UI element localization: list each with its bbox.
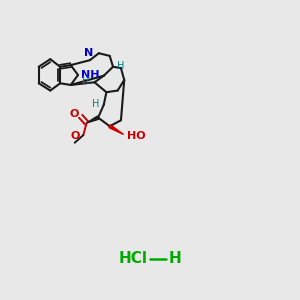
Text: N: N: [84, 48, 94, 58]
Text: H: H: [92, 99, 100, 109]
Polygon shape: [109, 125, 124, 134]
Text: O: O: [71, 131, 80, 141]
Text: H: H: [117, 61, 124, 71]
Text: NH: NH: [81, 70, 100, 80]
Text: H: H: [82, 76, 90, 86]
Text: HCl: HCl: [119, 251, 148, 266]
Text: H: H: [169, 251, 182, 266]
Polygon shape: [87, 116, 99, 123]
Text: HO: HO: [127, 131, 145, 142]
Text: O: O: [69, 109, 79, 119]
